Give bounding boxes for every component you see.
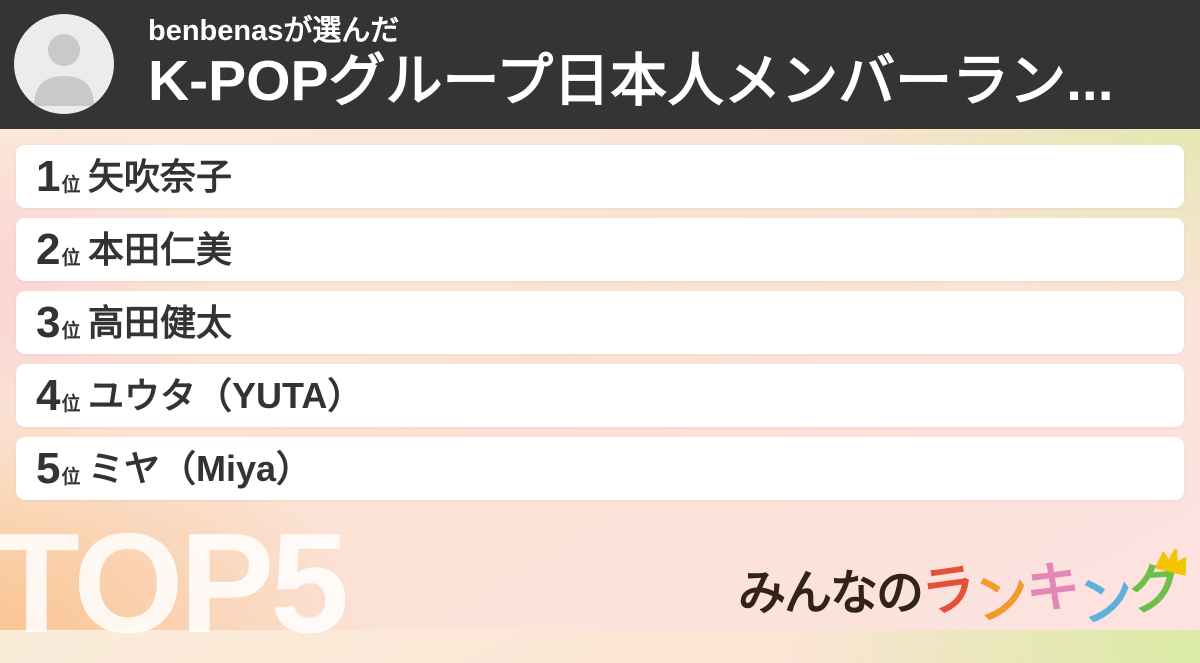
rank-name: 矢吹奈子 [88,155,233,197]
logo-char: キ [1025,557,1080,619]
rank-number: 4 [36,370,61,420]
logo-char: ン [1074,565,1137,634]
rank-name: ミヤ（Miya） [88,447,313,489]
rank-suffix: 位 [61,466,81,488]
rank-name: ユウタ（YUTA） [88,374,364,416]
header-bar: benbenasが選んだ K-POPグループ日本人メンバーラン... [0,0,1200,129]
rank-number: 5 [36,443,61,493]
site-logo: みんなのランキング [737,548,1187,634]
rank-name: 本田仁美 [88,228,233,270]
logo-text-black: みんなの [737,567,924,620]
crown-icon [1153,544,1192,577]
rank-name: 高田健太 [88,301,233,343]
rank-number: 1 [36,151,61,201]
rank-number: 3 [36,297,61,347]
person-icon [34,34,94,106]
page-title: K-POPグループ日本人メンバーラン... [148,48,1114,113]
rank-suffix: 位 [61,247,81,269]
rank-suffix: 位 [61,174,81,196]
rank-number: 2 [36,224,61,274]
logo-char: ン [970,563,1033,632]
byline: benbenasが選んだ [148,15,400,47]
top5-watermark: TOP5 [0,504,349,663]
rank-suffix: 位 [61,393,81,415]
logo-char: ラ [918,557,978,625]
rank-suffix: 位 [61,320,81,342]
avatar [14,14,114,114]
